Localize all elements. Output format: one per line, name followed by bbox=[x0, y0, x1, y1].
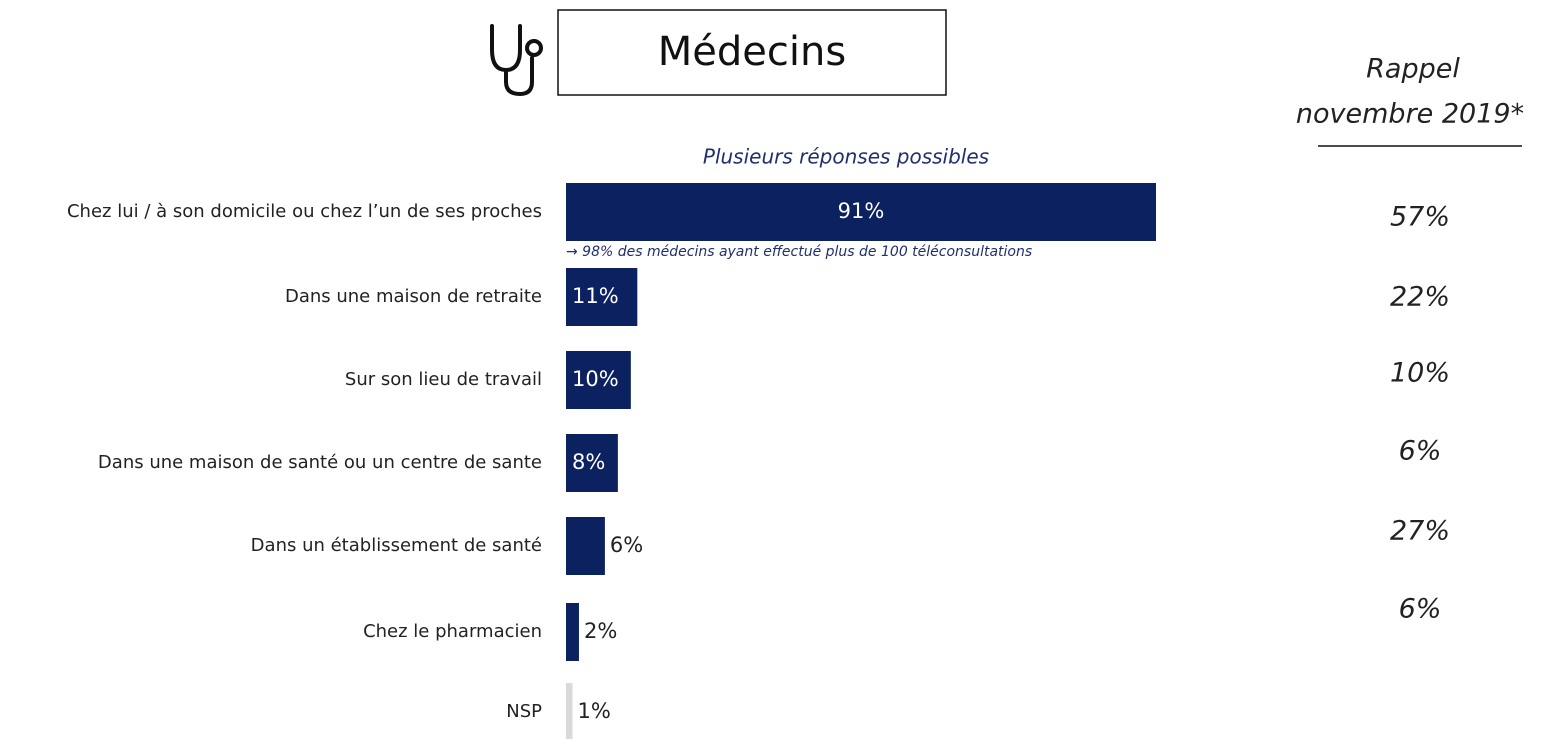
bar bbox=[566, 268, 638, 326]
value-label: 91% bbox=[838, 199, 885, 223]
chart-title: Médecins bbox=[658, 29, 846, 75]
value-label: 8% bbox=[572, 450, 605, 474]
annotation: → 98% des médecins ayant effectué plus d… bbox=[566, 244, 1032, 260]
recall-title: Rappel bbox=[1366, 54, 1460, 85]
category-label: Sur son lieu de travail bbox=[345, 369, 542, 390]
category-label: Chez le pharmacien bbox=[363, 621, 542, 642]
recall-title: novembre 2019* bbox=[1296, 99, 1524, 130]
bar bbox=[566, 434, 618, 492]
recall-value: 27% bbox=[1390, 516, 1450, 547]
category-label: Dans une maison de retraite bbox=[285, 286, 542, 307]
category-label: Dans une maison de santé ou un centre de… bbox=[98, 452, 542, 473]
recall-value: 57% bbox=[1390, 202, 1450, 233]
bar bbox=[566, 517, 605, 575]
recall-value: 22% bbox=[1390, 282, 1450, 313]
title-box bbox=[557, 9, 947, 96]
bar bbox=[566, 183, 1156, 241]
value-label: 2% bbox=[584, 619, 617, 643]
value-label: 10% bbox=[572, 367, 619, 391]
bar bbox=[566, 351, 631, 409]
bar bbox=[566, 603, 579, 661]
value-label: 1% bbox=[577, 699, 610, 723]
stethoscope-icon bbox=[490, 24, 543, 97]
category-label: Dans un établissement de santé bbox=[251, 535, 542, 556]
recall-value: 6% bbox=[1399, 594, 1442, 625]
recall-value: 10% bbox=[1390, 358, 1450, 389]
recall-value: 6% bbox=[1399, 436, 1442, 467]
bar bbox=[566, 683, 573, 739]
value-label: 6% bbox=[610, 533, 643, 557]
subtitle: Plusieurs réponses possibles bbox=[703, 145, 989, 169]
category-label: Chez lui / à son domicile ou chez l’un d… bbox=[67, 201, 542, 222]
category-label: NSP bbox=[506, 701, 542, 722]
value-label: 11% bbox=[572, 284, 619, 308]
